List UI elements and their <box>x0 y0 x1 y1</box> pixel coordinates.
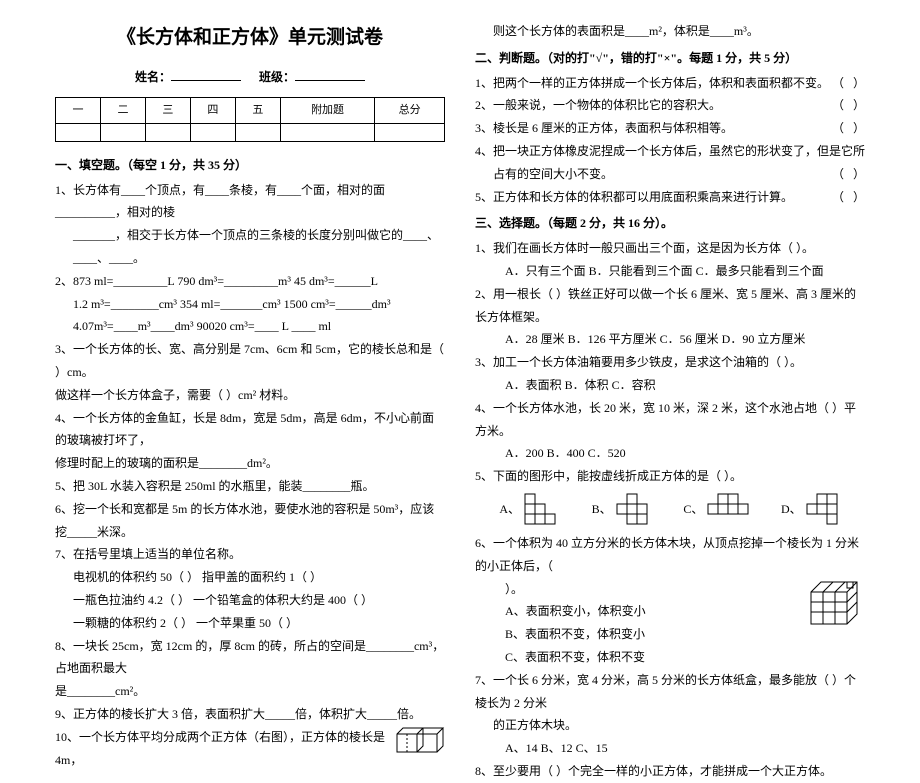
c6ob: B、表面积不变，体积变小 <box>475 623 805 646</box>
class-label: 班级： <box>259 70 295 84</box>
c5c: C、 <box>683 502 703 516</box>
q3: 3、一个长方体的长、宽、高分别是 7cm、6cm 和 5cm，它的棱长总和是（ … <box>55 338 445 384</box>
net-d-icon <box>805 492 841 528</box>
score-h2: 二 <box>100 97 145 123</box>
q2c: 4.07m³=____m³____dm³ 90020 cm³=____ L __… <box>55 315 445 338</box>
j4: 4、把一块正方体橡皮泥捏成一个长方体后，虽然它的形状变了，但是它所 <box>475 140 865 163</box>
score-c1[interactable] <box>56 123 101 141</box>
section-3: 三、选择题。（每题 2 分，共 16 分）。 <box>475 212 865 235</box>
score-h5: 五 <box>235 97 280 123</box>
c1o: A．只有三个面 B．只能看到三个面 C．最多只能看到三个面 <box>475 260 865 283</box>
net-shapes: A、 B、 C、 D、 <box>475 488 865 532</box>
score-c4[interactable] <box>190 123 235 141</box>
q10c: 则这个长方体的表面积是____m²，体积是____m³。 <box>475 20 865 43</box>
name-blank[interactable] <box>171 67 241 81</box>
c3o: A．表面积 B．体积 C．容积 <box>475 374 865 397</box>
net-c-icon <box>706 492 752 528</box>
two-cubes-icon <box>395 726 445 754</box>
c5a: A、 <box>499 502 520 516</box>
net-a-icon <box>523 492 563 528</box>
j5: 5、正方体和长方体的体积都可以用底面积乘高来进行计算。（ ） <box>475 186 865 209</box>
q9: 9、正方体的棱长扩大 3 倍，表面积扩大_____倍，体积扩大_____倍。 <box>55 703 445 726</box>
q7b: 一瓶色拉油约 4.2（ ） 一个铅笔盒的体积大约是 400（ ） <box>55 589 445 612</box>
q4b: 修理时配上的玻璃的面积是________dm²。 <box>55 452 445 475</box>
q8b: 是________cm²。 <box>55 680 445 703</box>
score-c6[interactable] <box>280 123 374 141</box>
test-title: 《长方体和正方体》单元测试卷 <box>55 20 445 56</box>
c1: 1、我们在画长方体时一般只画出三个面，这是因为长方体（ ）。 <box>475 237 865 260</box>
score-table: 一 二 三 四 五 附加题 总分 <box>55 97 445 142</box>
score-h1: 一 <box>56 97 101 123</box>
score-c2[interactable] <box>100 123 145 141</box>
class-blank[interactable] <box>295 67 365 81</box>
name-label: 姓名： <box>135 70 171 84</box>
score-c5[interactable] <box>235 123 280 141</box>
q2a: 2、873 ml=_________L 790 dm³=_________m³ … <box>55 270 445 293</box>
score-c3[interactable] <box>145 123 190 141</box>
c5b: B、 <box>592 502 612 516</box>
c7b: 的正方体木块。 <box>475 714 865 737</box>
j2: 2、一般来说，一个物体的体积比它的容积大。（ ） <box>475 94 865 117</box>
c8: 8、至少要用（ ）个完全一样的小正方体，才能拼成一个大正方体。 <box>475 760 865 783</box>
score-c7[interactable] <box>375 123 445 141</box>
q1b: _______，相交于长方体一个顶点的三条棱的长度分别叫做它的____、____… <box>55 224 445 270</box>
q3b: 做这样一个长方体盒子，需要（ ）cm² 材料。 <box>55 384 445 407</box>
c7o: A、14 B、12 C、15 <box>475 737 865 760</box>
c6oa: A、表面积变小，体积变小 <box>475 600 805 623</box>
cut-cube-icon <box>805 578 865 628</box>
c3: 3、加工一个长方体油箱要用多少铁皮，是求这个油箱的（ ）。 <box>475 351 865 374</box>
score-h4: 四 <box>190 97 235 123</box>
c6p: ）。 <box>475 578 805 601</box>
j1: 1、把两个一样的正方体拼成一个长方体后，体积和表面积都不变。（ ） <box>475 72 865 95</box>
score-h6: 附加题 <box>280 97 374 123</box>
c4o: A．200 B．400 C．520 <box>475 442 865 465</box>
section-1: 一、填空题。（每空 1 分，共 35 分） <box>55 154 445 177</box>
score-h3: 三 <box>145 97 190 123</box>
q2b: 1.2 m³=________cm³ 354 ml=_______cm³ 150… <box>55 293 445 316</box>
q10: 10、一个长方体平均分成两个正方体（右图），正方体的棱长是 4m， <box>55 726 395 772</box>
c2o: A．28 厘米 B．126 平方厘米 C．56 厘米 D．90 立方厘米 <box>475 328 865 351</box>
q7: 7、在括号里填上适当的单位名称。 <box>55 543 445 566</box>
c5d: D、 <box>781 502 802 516</box>
student-info: 姓名： 班级： <box>55 66 445 89</box>
q7a: 电视机的体积约 50（ ） 指甲盖的面积约 1（ ） <box>55 566 445 589</box>
j4b: 占有的空间大小不变。（ ） <box>475 163 865 186</box>
q4: 4、一个长方体的金鱼缸，长是 8dm，宽是 5dm，高是 6dm，不小心前面的玻… <box>55 407 445 453</box>
c2: 2、用一根长（ ）铁丝正好可以做一个长 6 厘米、宽 5 厘米、高 3 厘米的长… <box>475 283 865 329</box>
q7c: 一颗糖的体积约 2（ ） 一个苹果重 50（ ） <box>55 612 445 635</box>
q6: 6、挖一个长和宽都是 5m 的长方体水池，要使水池的容积是 50m³，应该挖__… <box>55 498 445 544</box>
c4: 4、一个长方体水池，长 20 米，宽 10 米，深 2 米，这个水池占地（ ）平… <box>475 397 865 443</box>
j3: 3、棱长是 6 厘米的正方体，表面积与体积相等。（ ） <box>475 117 865 140</box>
q1: 1、长方体有____个顶点，有____条棱，有____个面，相对的面______… <box>55 179 445 225</box>
net-b-icon <box>615 492 655 528</box>
score-h7: 总分 <box>375 97 445 123</box>
q5: 5、把 30L 水装入容积是 250ml 的水瓶里，能装________瓶。 <box>55 475 445 498</box>
section-2: 二、判断题。（对的打"√"，错的打"×"。每题 1 分，共 5 分） <box>475 47 865 70</box>
q8: 8、一块长 25cm，宽 12cm 的，厚 8cm 的砖，所占的空间是_____… <box>55 635 445 681</box>
c5: 5、下面的图形中，能按虚线折成正方体的是（ ）。 <box>475 465 865 488</box>
c7: 7、一个长 6 分米，宽 4 分米，高 5 分米的长方体纸盒，最多能放（ ）个棱… <box>475 669 865 715</box>
c6oc: C、表面积不变，体积不变 <box>475 646 805 669</box>
c6: 6、一个体积为 40 立方分米的长方体木块，从顶点挖掉一个棱长为 1 分米的小正… <box>475 532 865 578</box>
